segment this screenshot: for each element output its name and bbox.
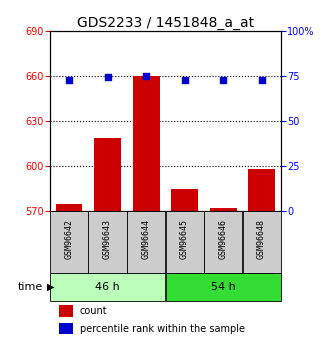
Point bbox=[105, 74, 110, 80]
Text: time: time bbox=[18, 282, 43, 292]
Bar bbox=[248, 169, 275, 211]
Bar bbox=[94, 138, 121, 211]
Bar bbox=[210, 208, 237, 211]
Bar bbox=[59, 323, 73, 334]
Text: GSM96645: GSM96645 bbox=[180, 219, 189, 259]
Point bbox=[259, 77, 264, 82]
Bar bbox=[50, 211, 88, 273]
Point bbox=[66, 77, 72, 82]
Bar bbox=[166, 211, 204, 273]
Text: 54 h: 54 h bbox=[211, 282, 236, 292]
Bar bbox=[127, 211, 165, 273]
Bar bbox=[243, 211, 281, 273]
Text: ▶: ▶ bbox=[47, 282, 54, 292]
Bar bbox=[166, 273, 281, 301]
Bar bbox=[89, 211, 126, 273]
Title: GDS2233 / 1451848_a_at: GDS2233 / 1451848_a_at bbox=[77, 16, 254, 30]
Text: GSM96644: GSM96644 bbox=[142, 219, 151, 259]
Bar bbox=[133, 76, 160, 211]
Bar bbox=[59, 305, 73, 316]
Text: GSM96642: GSM96642 bbox=[65, 219, 74, 259]
Text: percentile rank within the sample: percentile rank within the sample bbox=[80, 324, 245, 334]
Bar bbox=[171, 189, 198, 211]
Text: GSM96646: GSM96646 bbox=[219, 219, 228, 259]
Text: count: count bbox=[80, 306, 108, 316]
Bar bbox=[50, 273, 165, 301]
Text: GSM96643: GSM96643 bbox=[103, 219, 112, 259]
Bar bbox=[204, 211, 242, 273]
Text: 46 h: 46 h bbox=[95, 282, 120, 292]
Text: GSM96648: GSM96648 bbox=[257, 219, 266, 259]
Bar bbox=[56, 204, 82, 211]
Point bbox=[182, 77, 187, 82]
Point bbox=[143, 73, 149, 79]
Point bbox=[221, 77, 226, 82]
